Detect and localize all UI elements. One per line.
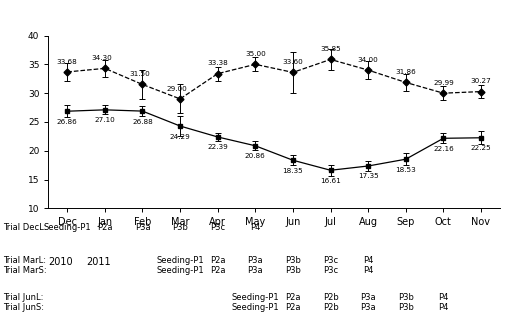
Text: 26.88: 26.88: [132, 119, 153, 125]
Text: P3a: P3a: [134, 223, 150, 232]
Text: 33.60: 33.60: [282, 59, 303, 65]
Text: 18.35: 18.35: [282, 168, 303, 174]
Text: 34.30: 34.30: [92, 55, 112, 61]
Text: Trial JunL:: Trial JunL:: [3, 293, 43, 302]
Text: 2011: 2011: [86, 257, 110, 267]
Text: Seeding-P1: Seeding-P1: [156, 255, 204, 265]
Text: P3b: P3b: [285, 266, 300, 275]
Text: P4: P4: [362, 266, 373, 275]
Text: P3b: P3b: [285, 255, 300, 265]
Text: P4: P4: [437, 303, 448, 312]
Text: 30.27: 30.27: [470, 78, 490, 84]
Text: P3a: P3a: [247, 255, 263, 265]
Text: Seeding-P1: Seeding-P1: [231, 293, 278, 302]
Text: Trial MarS:: Trial MarS:: [3, 266, 46, 275]
Text: Trial MarL:: Trial MarL:: [3, 255, 45, 265]
Text: Trial JunS:: Trial JunS:: [3, 303, 43, 312]
Text: 2010: 2010: [48, 257, 73, 267]
Text: P2b: P2b: [322, 303, 338, 312]
Text: P2a: P2a: [210, 255, 225, 265]
Text: 16.61: 16.61: [320, 178, 340, 184]
Text: P4: P4: [437, 293, 448, 302]
Text: P2b: P2b: [322, 293, 338, 302]
Text: 27.10: 27.10: [94, 117, 115, 123]
Text: 26.86: 26.86: [57, 119, 77, 125]
Text: 17.35: 17.35: [357, 173, 378, 180]
Text: P3b: P3b: [172, 223, 188, 232]
Text: 22.16: 22.16: [432, 146, 453, 152]
Text: P3c: P3c: [322, 255, 337, 265]
Text: 31.50: 31.50: [129, 71, 150, 77]
Text: P3c: P3c: [210, 223, 225, 232]
Text: Seeding-P1: Seeding-P1: [231, 303, 278, 312]
Text: P2a: P2a: [285, 293, 300, 302]
Text: P2a: P2a: [210, 266, 225, 275]
Text: Seeding-P1: Seeding-P1: [43, 223, 91, 232]
Text: 24.29: 24.29: [169, 133, 190, 140]
Text: 31.86: 31.86: [394, 69, 415, 75]
Text: 29.00: 29.00: [166, 86, 187, 91]
Text: 18.53: 18.53: [394, 167, 415, 173]
Text: P2a: P2a: [285, 303, 300, 312]
Text: 35.00: 35.00: [244, 51, 265, 57]
Text: Seeding-P1: Seeding-P1: [156, 266, 204, 275]
Text: P3a: P3a: [360, 293, 375, 302]
Text: P3a: P3a: [247, 266, 263, 275]
Text: P4: P4: [249, 223, 260, 232]
Text: P3b: P3b: [397, 303, 413, 312]
Text: 33.38: 33.38: [207, 60, 228, 66]
Text: P2a: P2a: [97, 223, 112, 232]
Text: 20.86: 20.86: [244, 153, 265, 159]
Text: 34.00: 34.00: [357, 57, 378, 63]
Text: P3a: P3a: [360, 303, 375, 312]
Text: 33.68: 33.68: [57, 58, 77, 65]
Text: P4: P4: [362, 255, 373, 265]
Text: 29.99: 29.99: [432, 80, 453, 86]
Text: P3c: P3c: [322, 266, 337, 275]
Text: 22.25: 22.25: [470, 145, 490, 151]
Text: P3b: P3b: [397, 293, 413, 302]
Text: Trial DecL:: Trial DecL:: [3, 223, 46, 232]
Text: 22.39: 22.39: [207, 144, 228, 151]
Text: 35.85: 35.85: [320, 46, 340, 52]
